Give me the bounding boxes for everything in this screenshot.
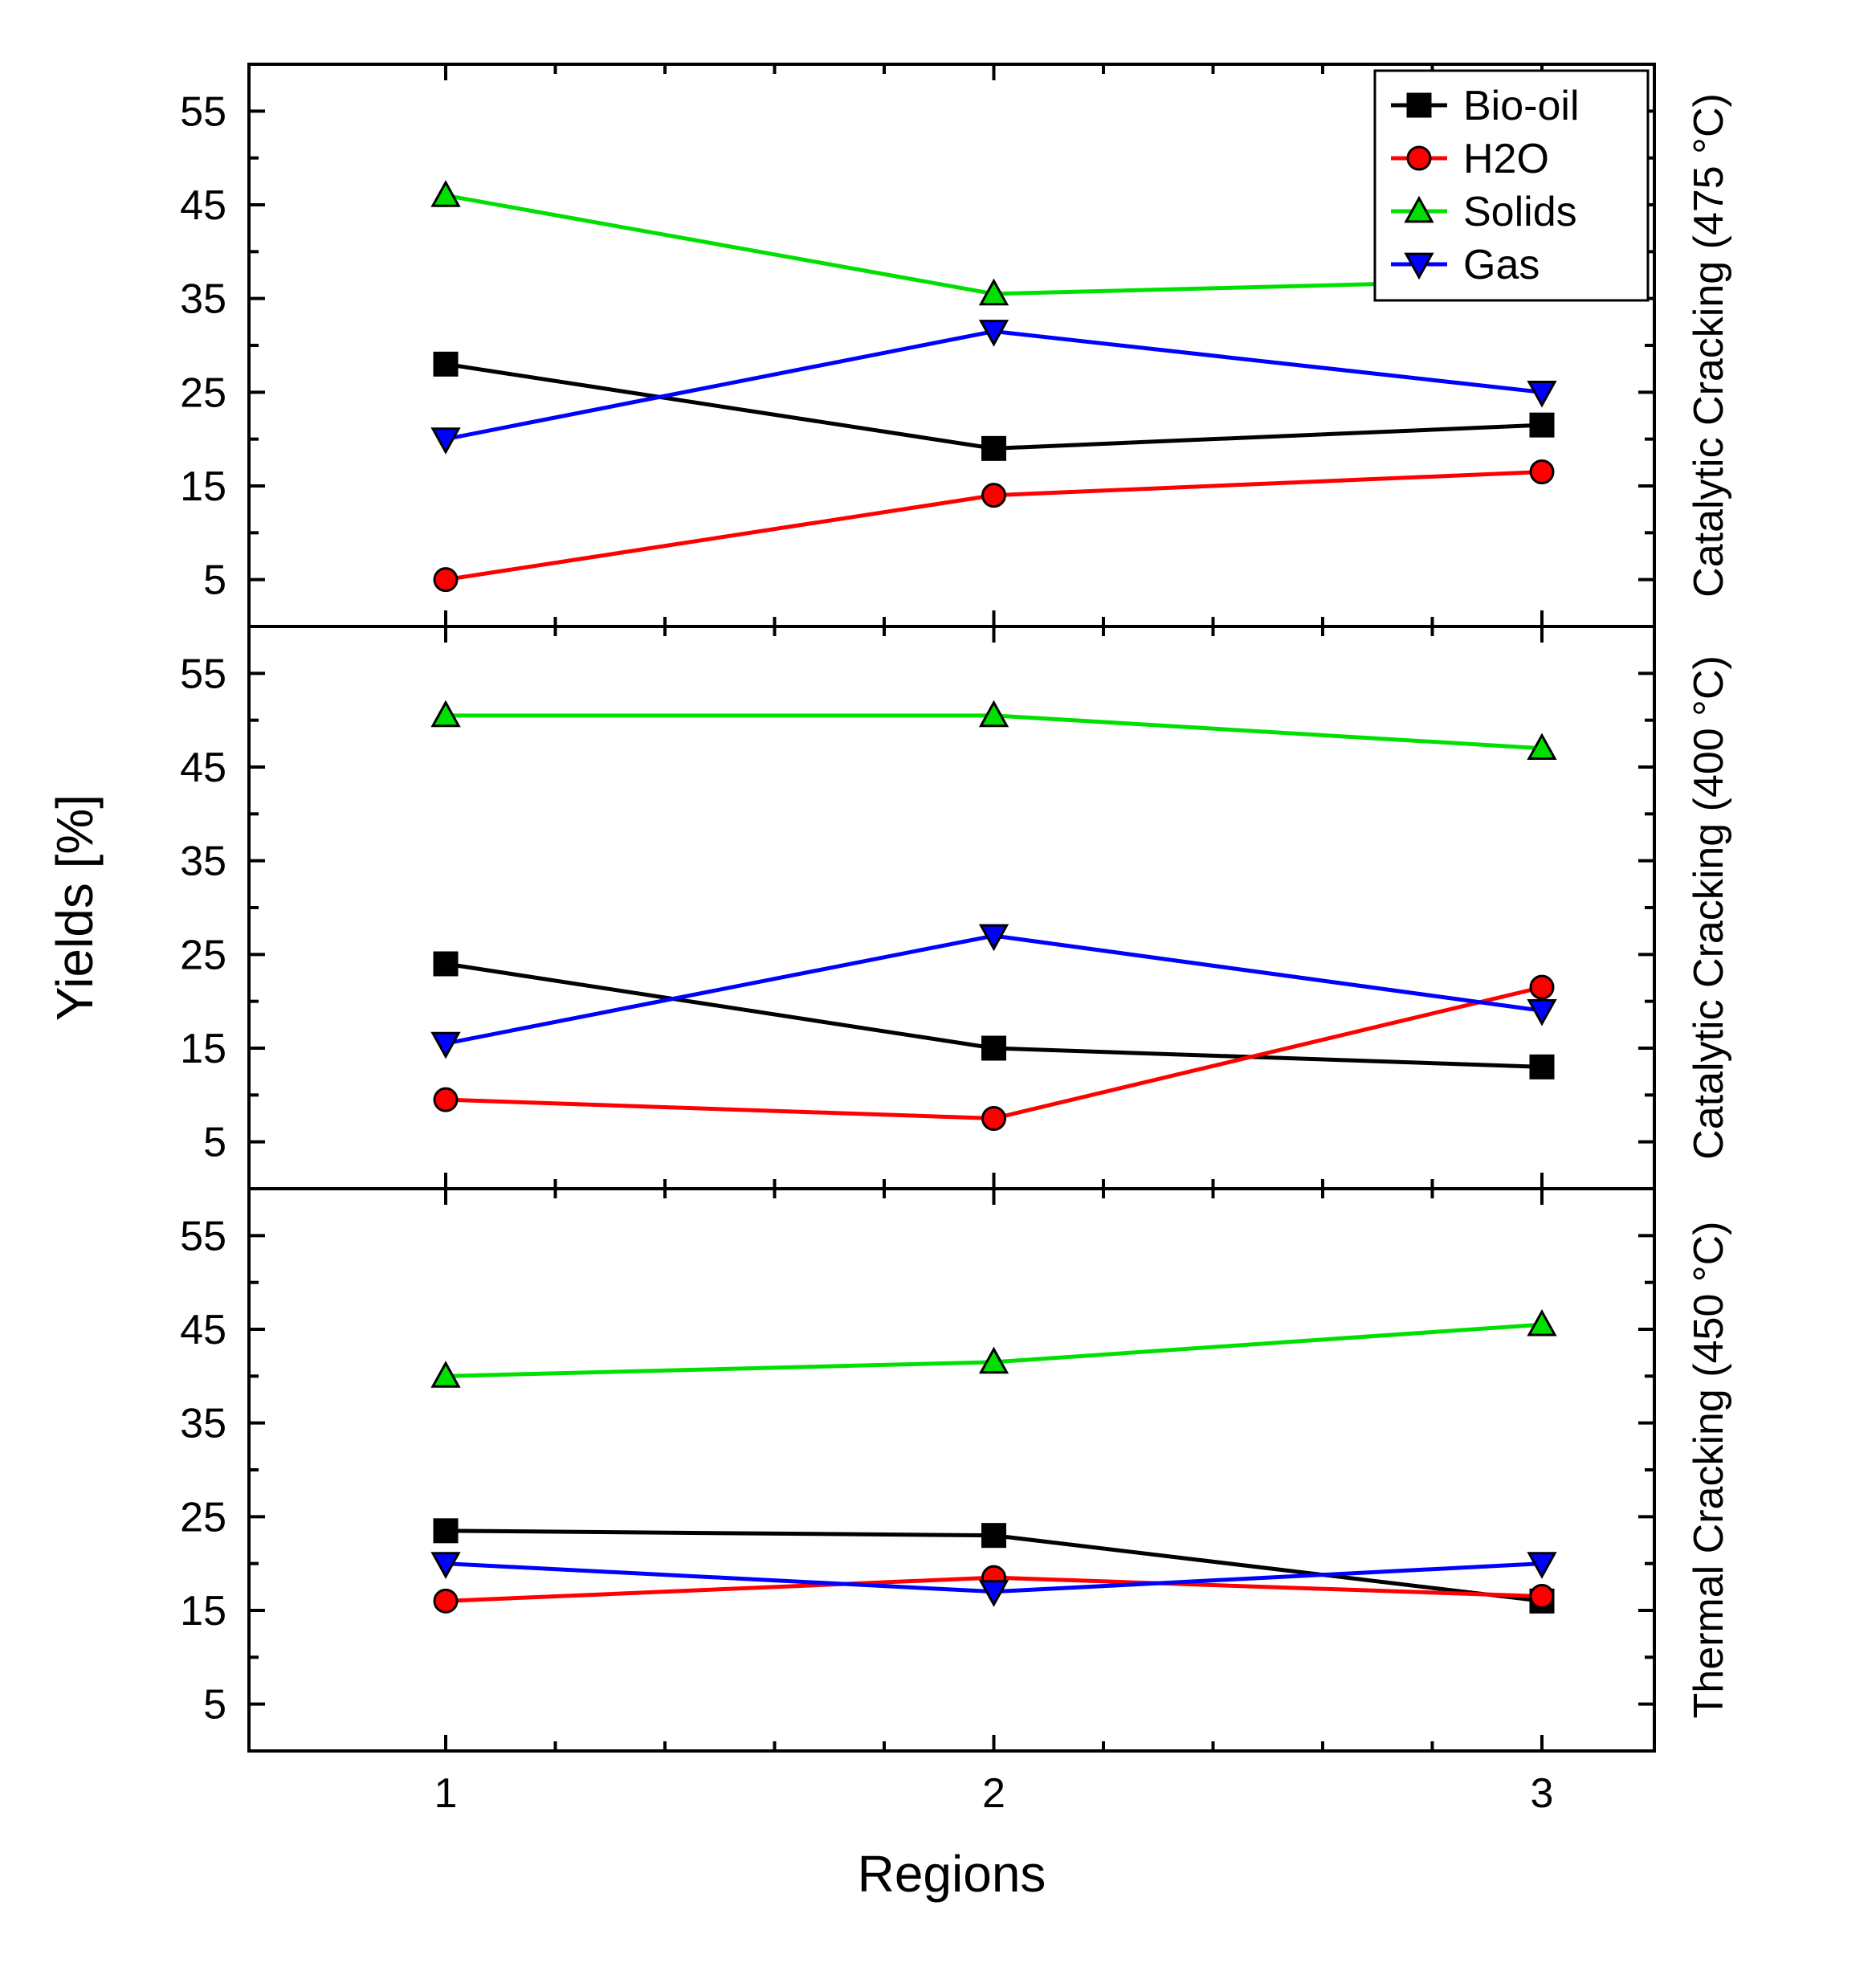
marker-circle <box>1408 147 1430 169</box>
marker-square <box>434 1520 457 1542</box>
panel-right-label: Catalytic Cracking (475 °C) <box>1686 93 1732 598</box>
plot-border <box>249 64 1654 1751</box>
y-tick-label: 25 <box>180 369 226 416</box>
y-tick-label: 5 <box>203 557 226 604</box>
marker-circle <box>1531 976 1553 998</box>
marker-square <box>983 1524 1005 1547</box>
y-tick-label: 35 <box>180 1401 226 1447</box>
panel-2-series <box>433 1312 1555 1612</box>
x-tick-label: 1 <box>434 1770 458 1817</box>
panel-right-label: Catalytic Cracking (400 °C) <box>1686 655 1732 1160</box>
y-tick-label: 55 <box>180 651 226 697</box>
x-tick-label: 3 <box>1531 1770 1554 1817</box>
marker-square <box>1531 1055 1553 1078</box>
panel-right-label: Thermal Cracking (450 °C) <box>1686 1222 1732 1719</box>
y-tick-label: 15 <box>180 463 226 510</box>
marker-circle <box>983 484 1005 507</box>
y-tick-label: 25 <box>180 932 226 978</box>
figure-container: 515253545555152535455551525354555123Regi… <box>0 0 1876 1963</box>
y-axis-label: Yields [%] <box>46 794 104 1021</box>
marker-triangle-up <box>433 182 459 206</box>
legend-label: Gas <box>1463 242 1540 288</box>
marker-triangle-down <box>433 429 459 452</box>
legend: Bio-oil H2O Solids Gas <box>1375 71 1648 300</box>
marker-square <box>434 353 457 375</box>
marker-triangle-down <box>1529 382 1555 405</box>
x-tick-label: 2 <box>982 1770 1005 1817</box>
marker-square <box>1408 94 1430 116</box>
y-tick-label: 5 <box>203 1682 226 1728</box>
y-tick-label: 35 <box>180 839 226 885</box>
marker-circle <box>434 1088 457 1111</box>
marker-circle <box>434 569 457 591</box>
y-tick-label: 45 <box>180 182 226 229</box>
y-tick-label: 45 <box>180 745 226 791</box>
marker-circle <box>1531 1586 1553 1608</box>
y-tick-label: 15 <box>180 1026 226 1072</box>
y-tick-label: 45 <box>180 1307 226 1353</box>
legend-label: Bio-oil <box>1463 83 1580 129</box>
series-line-Gas <box>446 332 1542 439</box>
marker-square <box>983 1037 1005 1059</box>
x-axis-label: Regions <box>858 1845 1046 1903</box>
marker-square <box>434 953 457 975</box>
marker-triangle-down <box>1529 1000 1555 1023</box>
y-tick-label: 15 <box>180 1588 226 1634</box>
panel-1-series <box>433 703 1555 1130</box>
y-tick-label: 35 <box>180 276 226 323</box>
marker-circle <box>983 1108 1005 1130</box>
legend-label: H2O <box>1463 136 1549 182</box>
marker-circle <box>1531 461 1553 484</box>
marker-square <box>1531 414 1553 436</box>
marker-circle <box>434 1590 457 1612</box>
y-tick-label: 25 <box>180 1494 226 1541</box>
y-tick-label: 55 <box>180 1213 226 1259</box>
marker-triangle-down <box>433 1033 459 1056</box>
marker-square <box>983 437 1005 459</box>
legend-label: Solids <box>1463 189 1577 235</box>
chart-svg: 515253545555152535455551525354555123Regi… <box>0 0 1876 1963</box>
y-tick-label: 5 <box>203 1120 226 1166</box>
y-tick-label: 55 <box>180 88 226 135</box>
